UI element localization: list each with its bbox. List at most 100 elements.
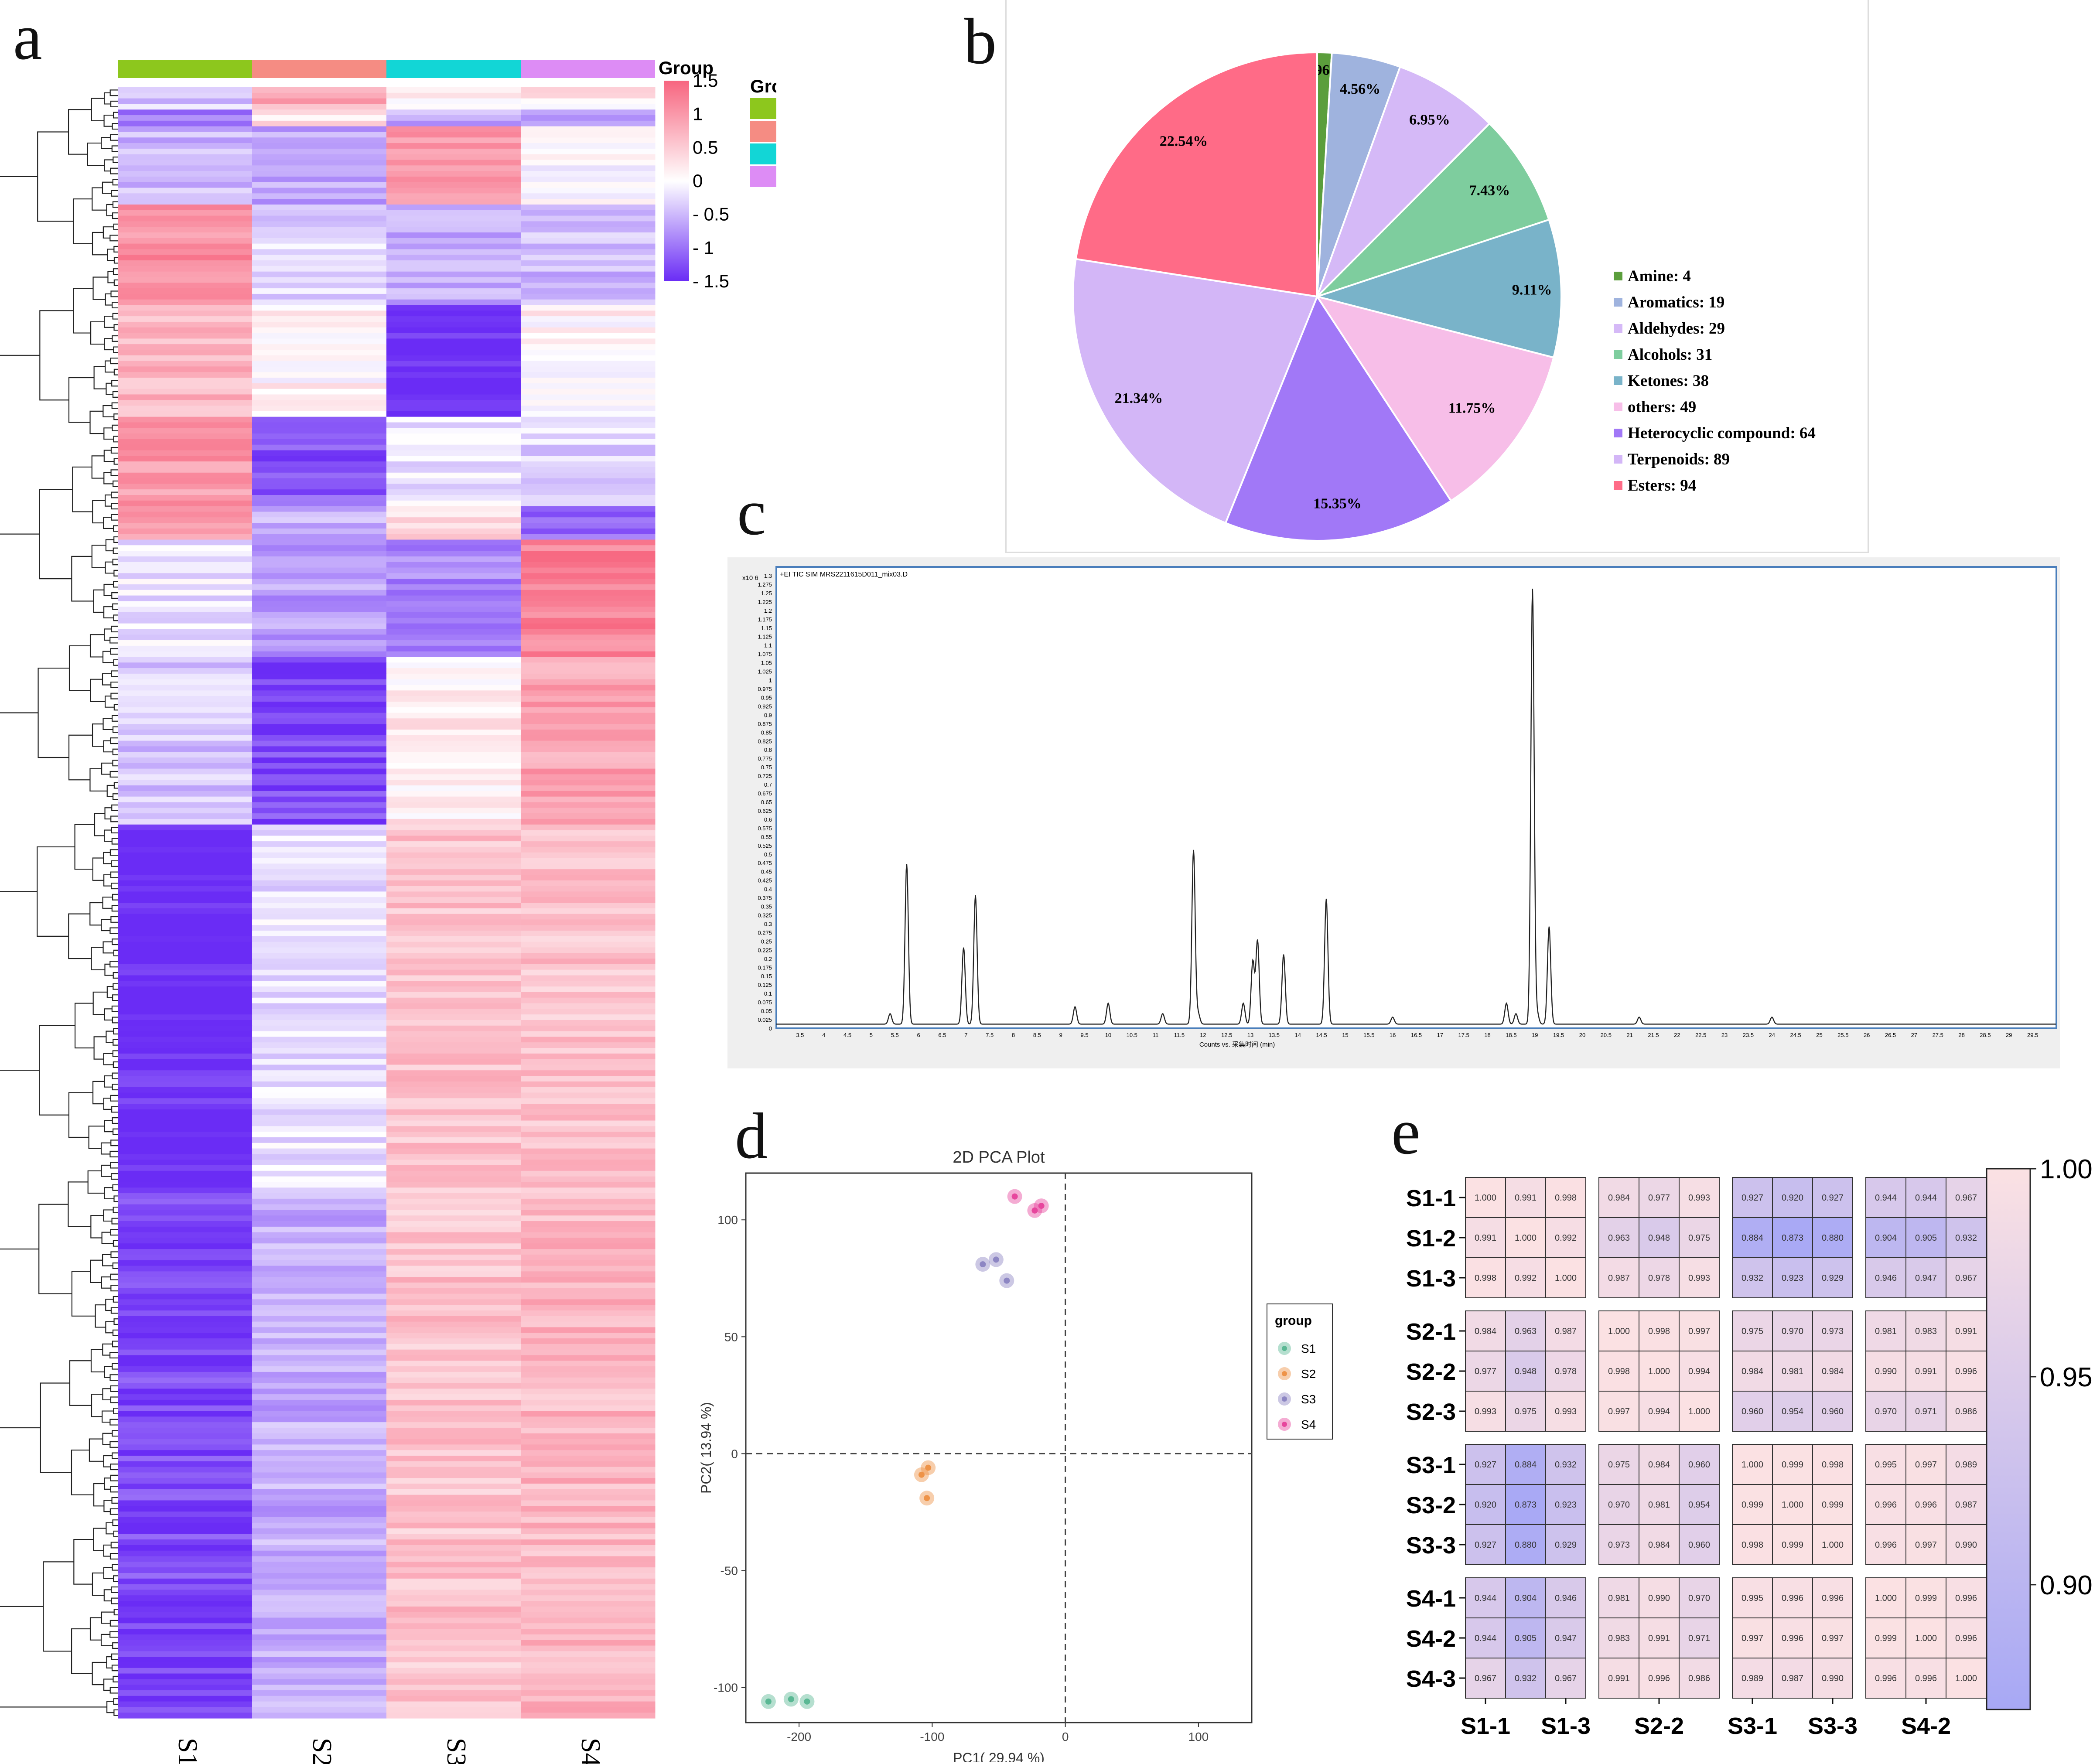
heatmap-cell <box>252 422 387 428</box>
dendrogram-branch <box>104 963 113 976</box>
heatmap-cell <box>252 1389 387 1395</box>
x-tick-label: 16.5 <box>1411 1032 1422 1038</box>
heatmap-cell <box>521 1316 656 1322</box>
heatmap-cell <box>118 1528 253 1534</box>
heatmap-cell <box>386 1383 521 1389</box>
legend-label: S4 <box>1301 1418 1316 1431</box>
heatmap-cell <box>386 1020 521 1026</box>
heatmap-cell <box>521 1584 656 1590</box>
heatmap-cell <box>521 1204 656 1211</box>
dendrogram-branch <box>113 246 118 252</box>
heatmap-cell <box>252 1377 387 1384</box>
y-tick-label: 0.825 <box>758 738 772 744</box>
heatmap-cell <box>386 997 521 1004</box>
heatmap-cell <box>118 584 253 590</box>
heatmap-cell <box>386 495 521 501</box>
heatmap-cell <box>386 1338 521 1344</box>
dendrogram-branch <box>104 807 112 819</box>
heatmap-cell <box>386 394 521 400</box>
heatmap-cell <box>386 132 521 138</box>
dendrogram-branch <box>93 366 106 389</box>
heatmap-cell <box>118 1154 253 1160</box>
corr-value: 0.873 <box>1515 1500 1537 1510</box>
heatmap-cell <box>252 1657 387 1663</box>
dendrogram-branch <box>113 1039 118 1046</box>
heatmap-cell <box>252 925 387 931</box>
corr-cell <box>1812 1658 1853 1699</box>
heatmap-cell <box>521 383 656 389</box>
heatmap-cell <box>118 539 253 546</box>
heatmap-cell <box>386 1048 521 1054</box>
corr-value: 0.981 <box>1875 1327 1897 1336</box>
dendrogram-branch <box>95 1304 106 1328</box>
heatmap-cell <box>118 595 253 601</box>
heatmap-cell <box>252 333 387 339</box>
heatmap-cell <box>118 685 253 691</box>
heatmap-cell <box>386 283 521 289</box>
heatmap-cell <box>118 355 253 362</box>
corr-value: 0.932 <box>1515 1674 1537 1683</box>
heatmap-cell <box>118 1104 253 1110</box>
plot-area <box>745 1172 1253 1723</box>
heatmap-cell <box>386 595 521 601</box>
corr-value: 0.923 <box>1555 1500 1577 1510</box>
corr-value: 0.970 <box>1688 1593 1710 1603</box>
dendrogram-branch <box>113 223 118 230</box>
heatmap-cell <box>386 1160 521 1166</box>
dendrogram-branch <box>111 883 118 890</box>
heatmap-cell <box>118 389 253 395</box>
heatmap-cell <box>521 836 656 842</box>
y-tick-label: 0.7 <box>764 781 772 788</box>
heatmap-cell <box>252 238 387 244</box>
corr-value: 0.990 <box>1822 1674 1844 1683</box>
heatmap-cell <box>386 232 521 239</box>
corr-value: 0.998 <box>1822 1460 1844 1470</box>
heatmap-cell <box>118 1456 253 1462</box>
heatmap-cell <box>386 1399 521 1406</box>
heatmap-cell <box>252 534 387 540</box>
dendrogram-branch <box>73 1539 94 1585</box>
heatmap-cell <box>252 1701 387 1707</box>
corr-cell <box>1865 1257 1906 1298</box>
heatmap-cell <box>386 1137 521 1143</box>
corr-value: 0.967 <box>1475 1674 1496 1683</box>
dendrogram-branch <box>112 559 118 566</box>
heatmap-cell <box>252 361 387 367</box>
corr-cell <box>1639 1217 1680 1258</box>
heatmap-cell <box>252 227 387 233</box>
heatmap-cell <box>386 249 521 255</box>
heatmap-cell <box>118 299 253 306</box>
dendrogram-branch <box>101 137 112 149</box>
heatmap-cell <box>118 696 253 702</box>
pca-point-S1 <box>788 1696 794 1703</box>
heatmap-cell <box>521 780 656 786</box>
dendrogram-branch <box>102 1388 111 1401</box>
corr-cell <box>1545 1577 1586 1618</box>
heatmap-cell <box>252 1411 387 1417</box>
heatmap-cell <box>386 1539 521 1546</box>
heatmap-cell <box>118 1467 253 1473</box>
heatmap-cell <box>521 701 656 708</box>
heatmap-cell <box>521 422 656 428</box>
heatmap-cell <box>521 1154 656 1160</box>
heatmap-cell <box>386 1545 521 1551</box>
heatmap-cell <box>118 528 253 535</box>
heatmap-cell <box>118 1065 253 1071</box>
corr-value: 0.987 <box>1555 1327 1577 1336</box>
heatmap-cell <box>521 450 656 456</box>
heatmap-cell <box>252 1170 387 1177</box>
heatmap-cell <box>118 874 253 881</box>
heatmap-cell <box>521 874 656 881</box>
heatmap-cell <box>252 1562 387 1568</box>
corr-cell <box>1465 1484 1506 1525</box>
heatmap-cell <box>521 249 656 255</box>
heatmap-cell <box>118 182 253 188</box>
legend-swatch <box>1614 324 1622 333</box>
dendrogram-branch <box>112 313 118 320</box>
heatmap-cell <box>118 1215 253 1221</box>
col-label: S2-2 <box>1634 1713 1684 1739</box>
y-tick-label: 0.55 <box>761 834 772 840</box>
y-tick-label: 0.85 <box>761 729 772 736</box>
heatmap-cell <box>118 1506 253 1512</box>
corr-cell <box>1545 1391 1586 1432</box>
